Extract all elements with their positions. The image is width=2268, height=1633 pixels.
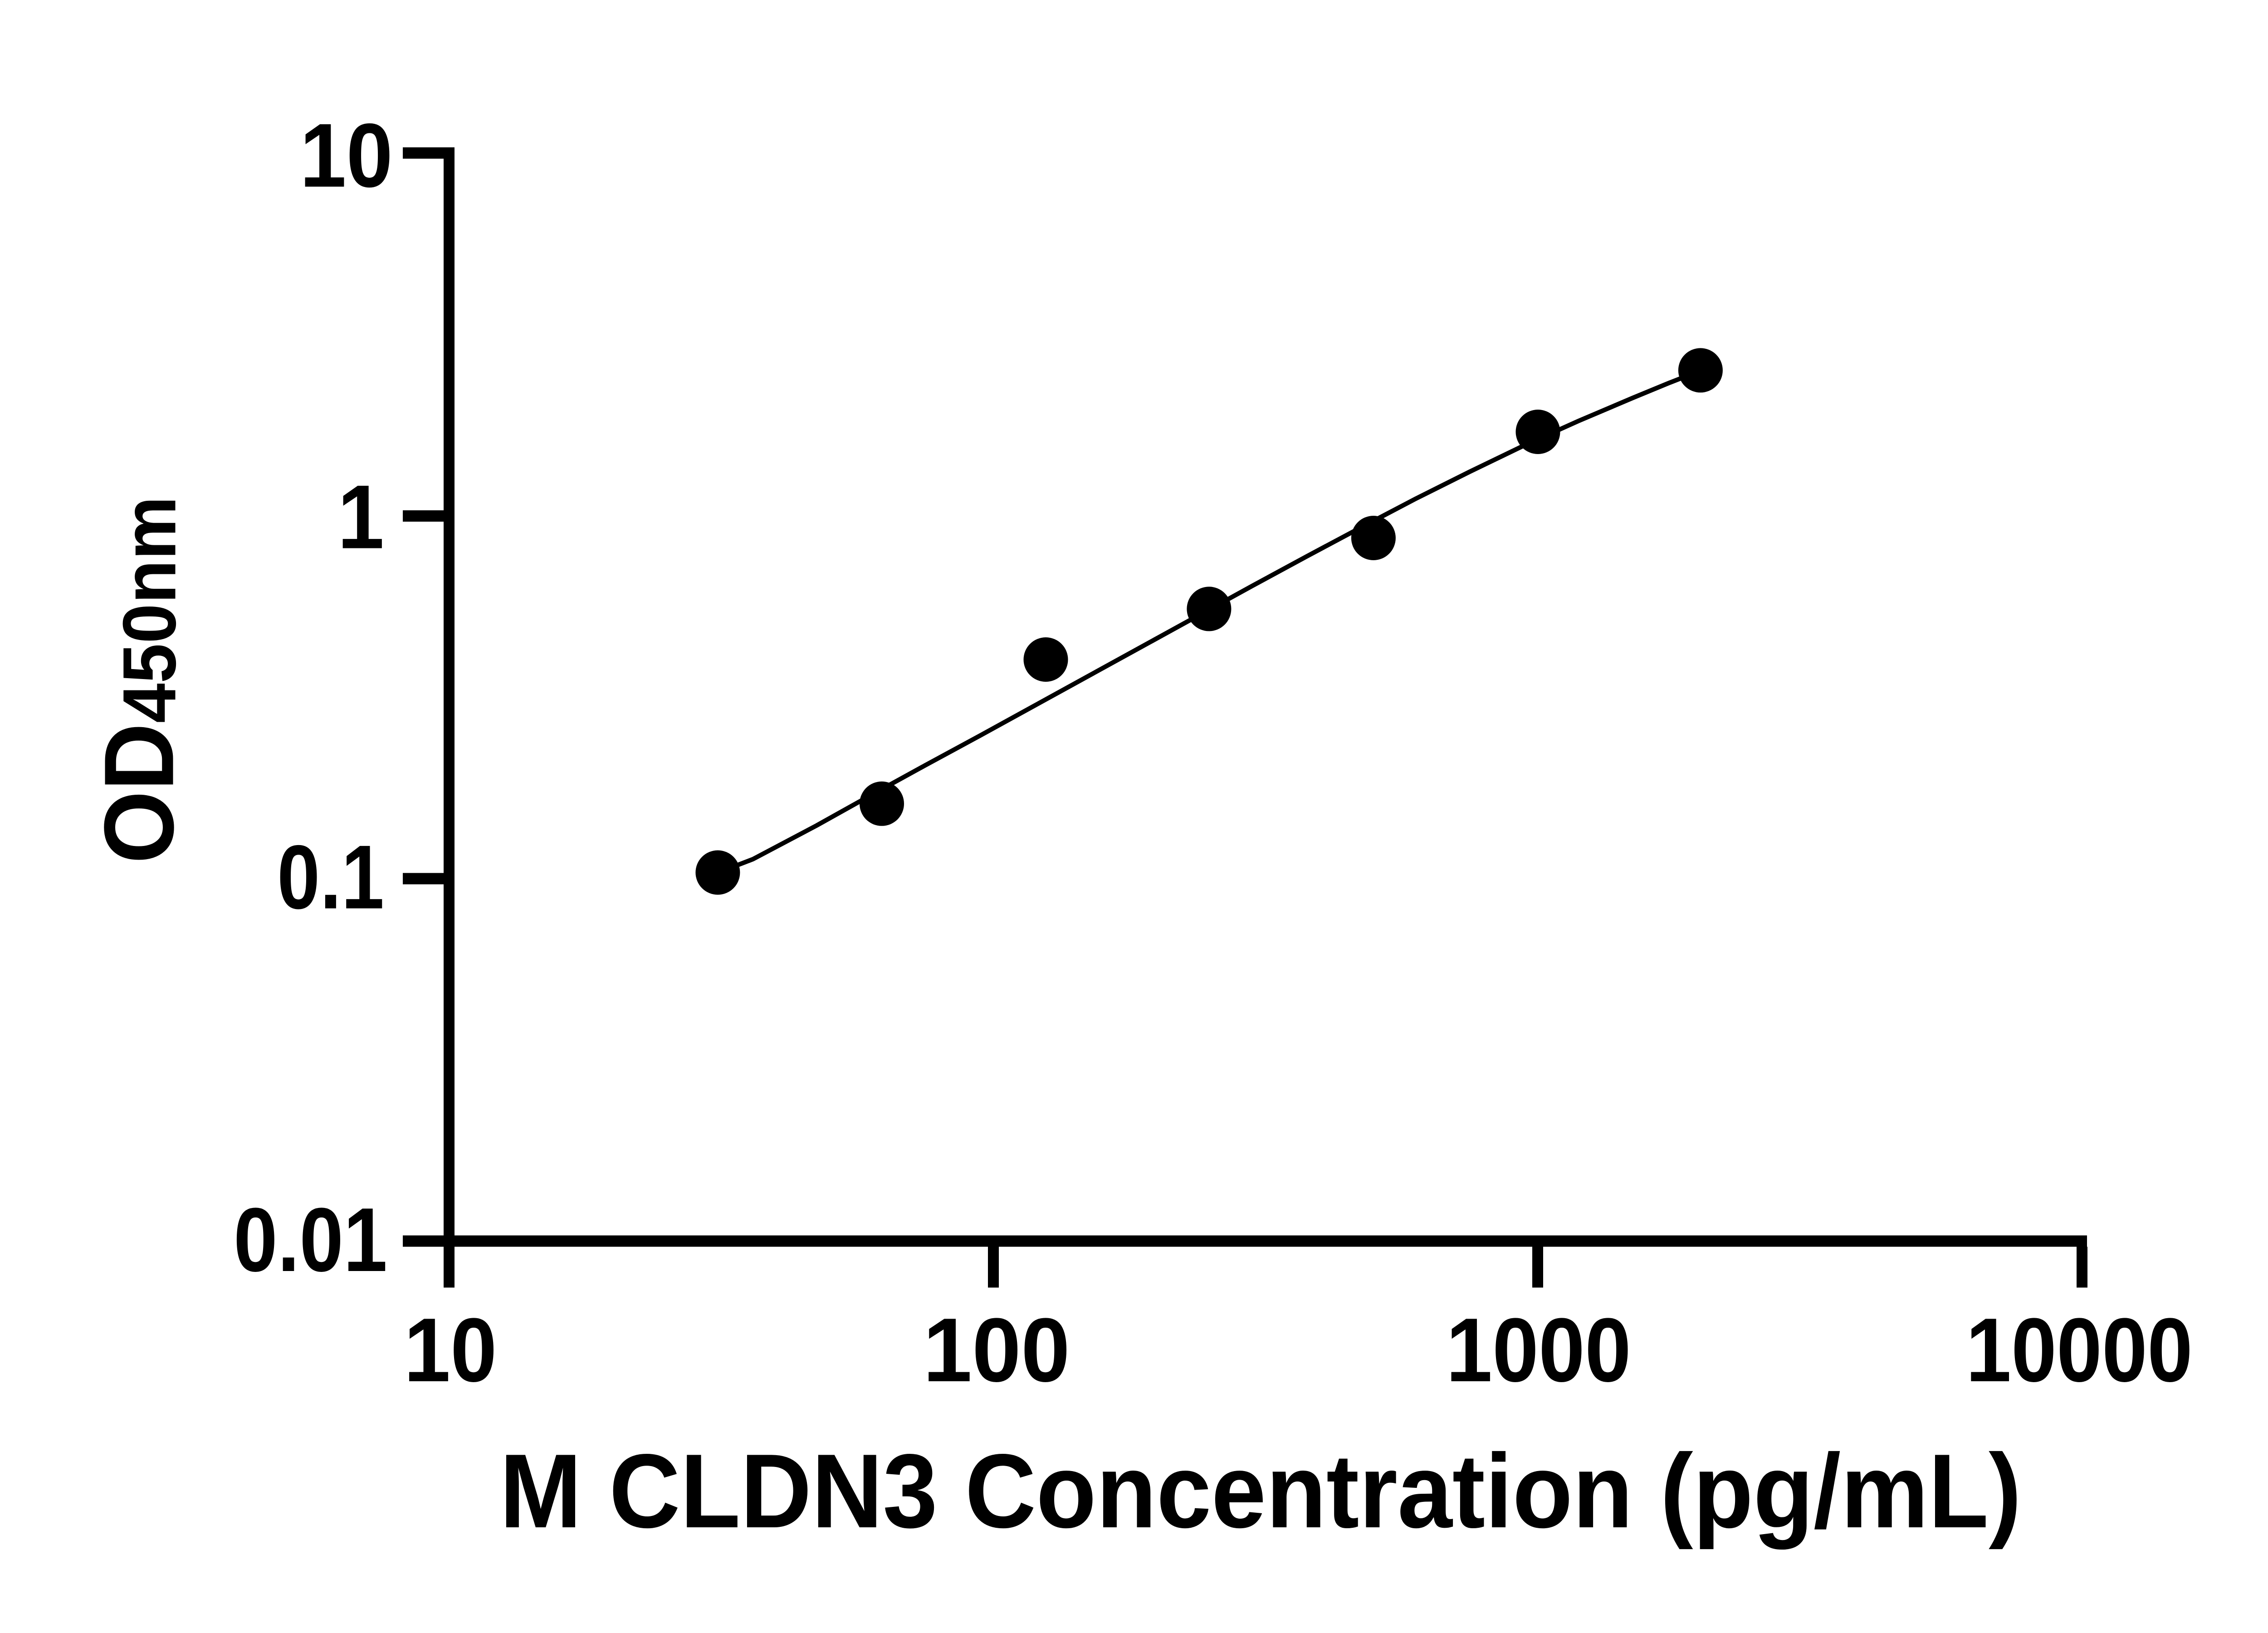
svg-text:1000: 1000 xyxy=(1446,1300,1631,1401)
svg-text:0.01: 0.01 xyxy=(234,1189,387,1291)
svg-text:10: 10 xyxy=(404,1300,497,1401)
svg-text:1: 1 xyxy=(337,467,384,568)
svg-text:100: 100 xyxy=(923,1300,1070,1401)
svg-text:10: 10 xyxy=(300,105,393,206)
svg-text:M CLDN3 Concentration (pg/mL): M CLDN3 Concentration (pg/mL) xyxy=(500,1433,2022,1550)
svg-text:0.1: 0.1 xyxy=(277,827,384,928)
svg-text:OD450nm: OD450nm xyxy=(84,496,195,864)
svg-text:10000: 10000 xyxy=(1966,1300,2193,1401)
